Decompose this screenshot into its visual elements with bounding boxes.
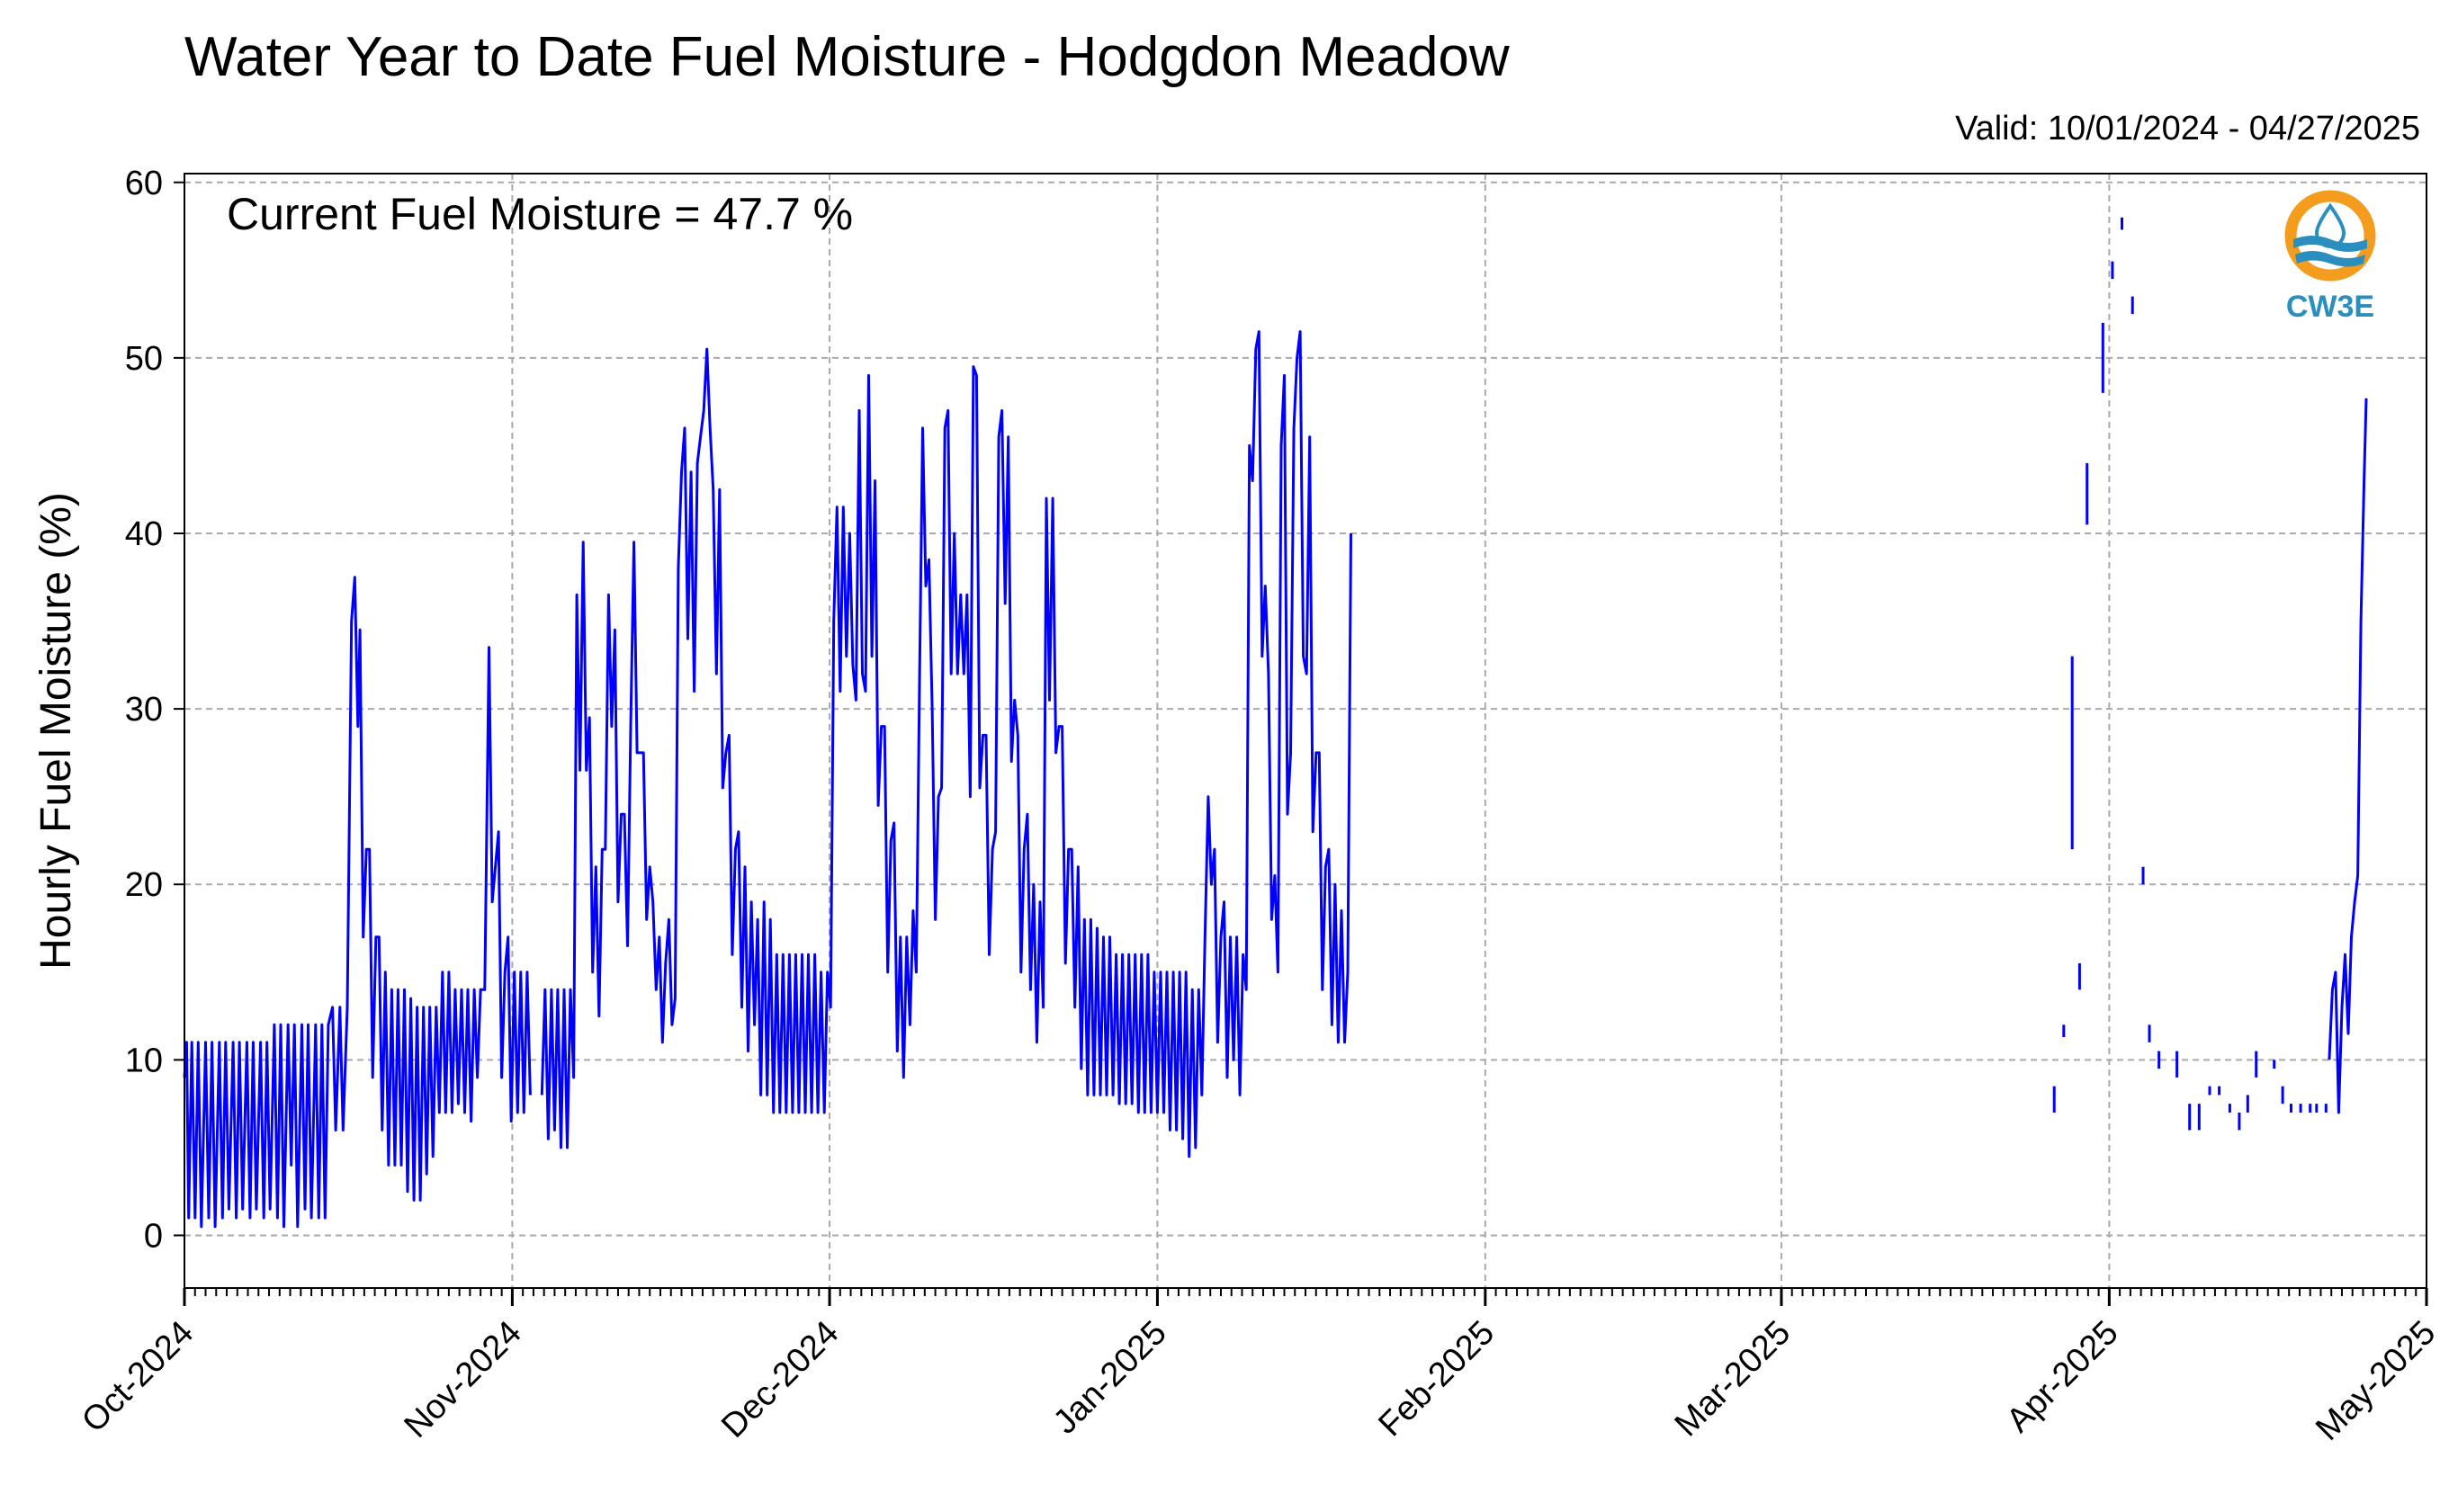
current-fuel-moisture-annotation: Current Fuel Moisture = 47.7 % bbox=[227, 189, 853, 239]
x-tick-label: Jan-2025 bbox=[1046, 1314, 1174, 1442]
x-tick-label: Feb-2025 bbox=[1371, 1314, 1502, 1445]
y-tick-label: 10 bbox=[125, 1042, 163, 1079]
fuel-moisture-line-segment bbox=[2328, 398, 2368, 1114]
grid-lines bbox=[184, 174, 2427, 1288]
chart-title: Water Year to Date Fuel Moisture - Hodgd… bbox=[184, 26, 1510, 88]
fuel-moisture-line-segment bbox=[540, 330, 1352, 1159]
logo-text: CW3E bbox=[2286, 290, 2374, 324]
y-tick-label: 0 bbox=[144, 1217, 163, 1255]
fuel-moisture-series bbox=[183, 217, 2368, 1229]
axis-major-ticks bbox=[174, 181, 2428, 1306]
x-minor-ticks bbox=[184, 1288, 2427, 1296]
valid-date-range: Valid: 10/01/2024 - 04/27/2025 bbox=[1955, 110, 2420, 148]
x-tick-label: Apr-2025 bbox=[1999, 1314, 2125, 1440]
plot-frame bbox=[184, 173, 2427, 1289]
y-tick-label: 40 bbox=[125, 515, 163, 553]
x-tick-label: Dec-2024 bbox=[714, 1314, 846, 1445]
x-tick-label: Oct-2024 bbox=[75, 1314, 201, 1440]
y-tick-label: 20 bbox=[125, 866, 163, 904]
y-tick-label: 30 bbox=[125, 691, 163, 729]
x-tick-label: May-2025 bbox=[2309, 1314, 2443, 1448]
y-tick-label: 50 bbox=[125, 340, 163, 378]
fuel-moisture-line-segment bbox=[183, 576, 532, 1229]
cw3e-water-drop-logo-icon bbox=[2284, 190, 2376, 282]
y-tick-label: 60 bbox=[125, 165, 163, 202]
x-tick-label: Mar-2025 bbox=[1668, 1314, 1799, 1445]
x-tick-label: Nov-2024 bbox=[398, 1314, 529, 1445]
x-tick-labels: Oct-2024 Nov-2024 Dec-2024 Jan-2025 Feb-2025… bbox=[75, 1314, 2443, 1448]
y-axis-label: Hourly Fuel Moisture (%) bbox=[32, 492, 80, 970]
y-tick-labels: 0 10 20 30 40 50 60 bbox=[125, 165, 163, 1256]
cw3e-logo: CW3E bbox=[2284, 190, 2376, 324]
